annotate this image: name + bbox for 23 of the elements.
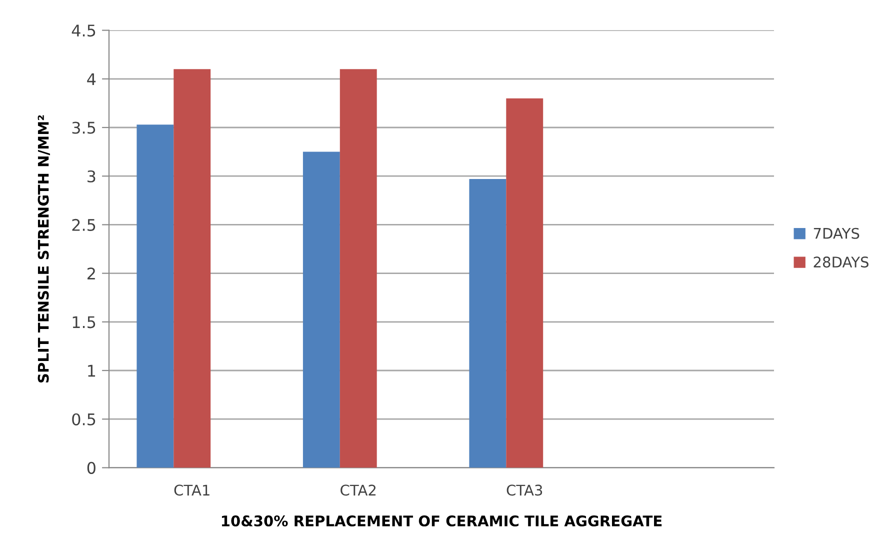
y-tick-label: 0.5: [72, 413, 96, 426]
y-tick-label: 2.5: [72, 218, 96, 231]
y-tick-label: 3.5: [72, 122, 96, 134]
y-tick-label: 4: [87, 73, 96, 85]
bar: [136, 124, 174, 468]
x-tick-label: CTA3: [506, 484, 542, 496]
y-tick-label: 4.5: [72, 24, 96, 37]
bar: [302, 152, 340, 468]
y-tick-label: 0: [87, 462, 96, 474]
bar: [506, 98, 544, 468]
legend-label: 28DAYS: [814, 256, 868, 268]
y-tick-label: 1.5: [72, 316, 96, 328]
legend-label: 7DAYS: [814, 228, 860, 239]
bar: [469, 179, 506, 468]
bar: [340, 69, 377, 468]
bar: [174, 69, 211, 468]
y-tick-label: 3: [88, 170, 96, 182]
y-tick-label: 1: [88, 364, 96, 377]
x-tick-label: CTA1: [174, 484, 210, 496]
x-axis-title: 10&30% REPLACEMENT OF CERAMIC TILE AGGREGATE: [222, 515, 662, 526]
x-tick-label: CTA2: [340, 484, 376, 496]
y-tick-label: 2: [88, 268, 95, 280]
y-axis-title: SPLIT TENSILE STRENGTH N/MM²: [38, 115, 50, 382]
